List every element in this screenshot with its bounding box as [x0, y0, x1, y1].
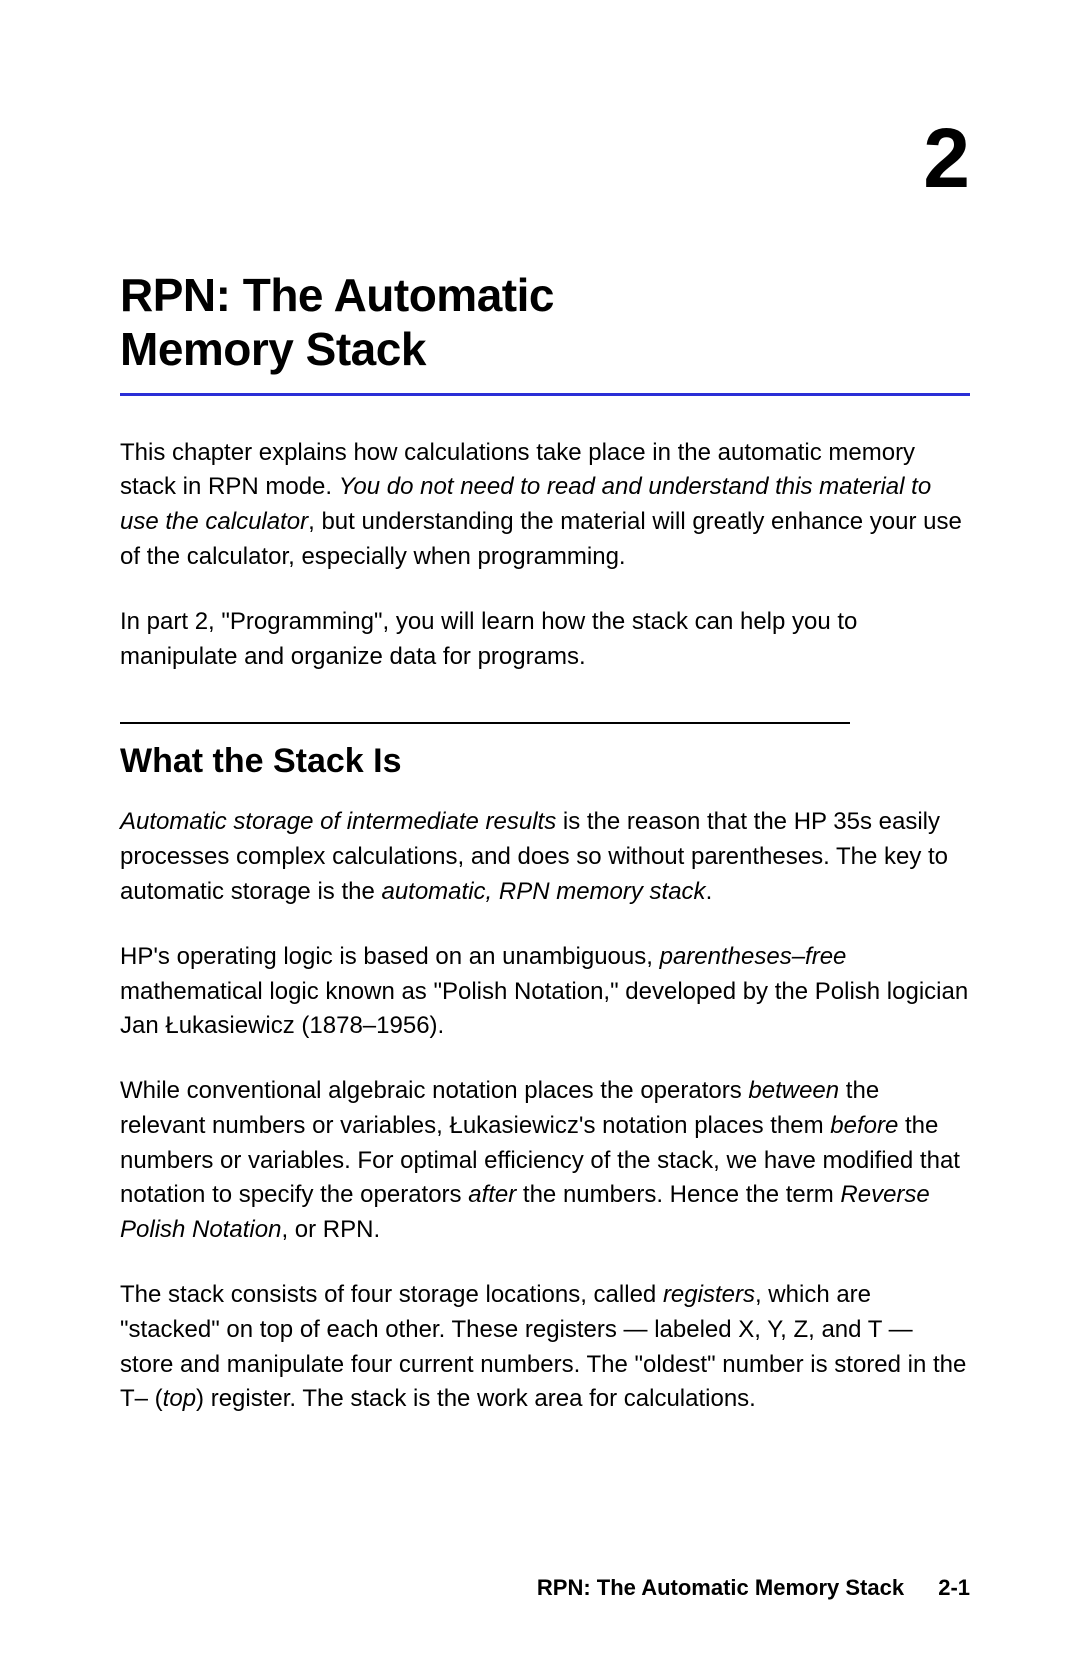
text-run-italic: registers [663, 1281, 755, 1308]
intro-paragraph-1: This chapter explains how calculations t… [120, 436, 970, 575]
section-paragraph-3: While conventional algebraic notation pl… [120, 1074, 970, 1248]
text-run: , or RPN. [281, 1216, 380, 1243]
intro-paragraph-2: In part 2, "Programming", you will learn… [120, 605, 970, 675]
section-paragraph-4: The stack consists of four storage locat… [120, 1278, 970, 1417]
text-run-italic: top [163, 1385, 196, 1412]
chapter-rule [120, 393, 970, 396]
chapter-title-line1: RPN: The Automatic [120, 269, 554, 321]
text-run-italic: before [830, 1112, 898, 1139]
text-run: HP's operating logic is based on an unam… [120, 943, 660, 970]
text-run: the numbers. Hence the term [516, 1181, 840, 1208]
footer-page-number: 2-1 [938, 1575, 970, 1600]
section-rule [120, 722, 850, 724]
footer-title: RPN: The Automatic Memory Stack [537, 1575, 904, 1600]
section-paragraph-1: Automatic storage of intermediate result… [120, 805, 970, 909]
section-title: What the Stack Is [120, 742, 970, 781]
text-run-italic: between [748, 1077, 839, 1104]
text-run: ) register. The stack is the work area f… [196, 1385, 756, 1412]
text-run: While conventional algebraic notation pl… [120, 1077, 748, 1104]
page-footer: RPN: The Automatic Memory Stack 2-1 [537, 1575, 970, 1601]
text-run-italic: automatic, RPN memory stack [381, 878, 705, 905]
text-run: mathematical logic known as "Polish Nota… [120, 978, 968, 1040]
text-run: The stack consists of four storage locat… [120, 1281, 663, 1308]
section-paragraph-2: HP's operating logic is based on an unam… [120, 940, 970, 1044]
chapter-title-line2: Memory Stack [120, 323, 426, 375]
chapter-number: 2 [923, 110, 970, 207]
text-run-italic: parentheses–free [660, 943, 847, 970]
text-run: . [706, 878, 713, 905]
chapter-title: RPN: The Automatic Memory Stack [120, 268, 970, 377]
text-run-italic: after [468, 1181, 516, 1208]
text-run-italic: Automatic storage of intermediate result… [120, 808, 556, 835]
